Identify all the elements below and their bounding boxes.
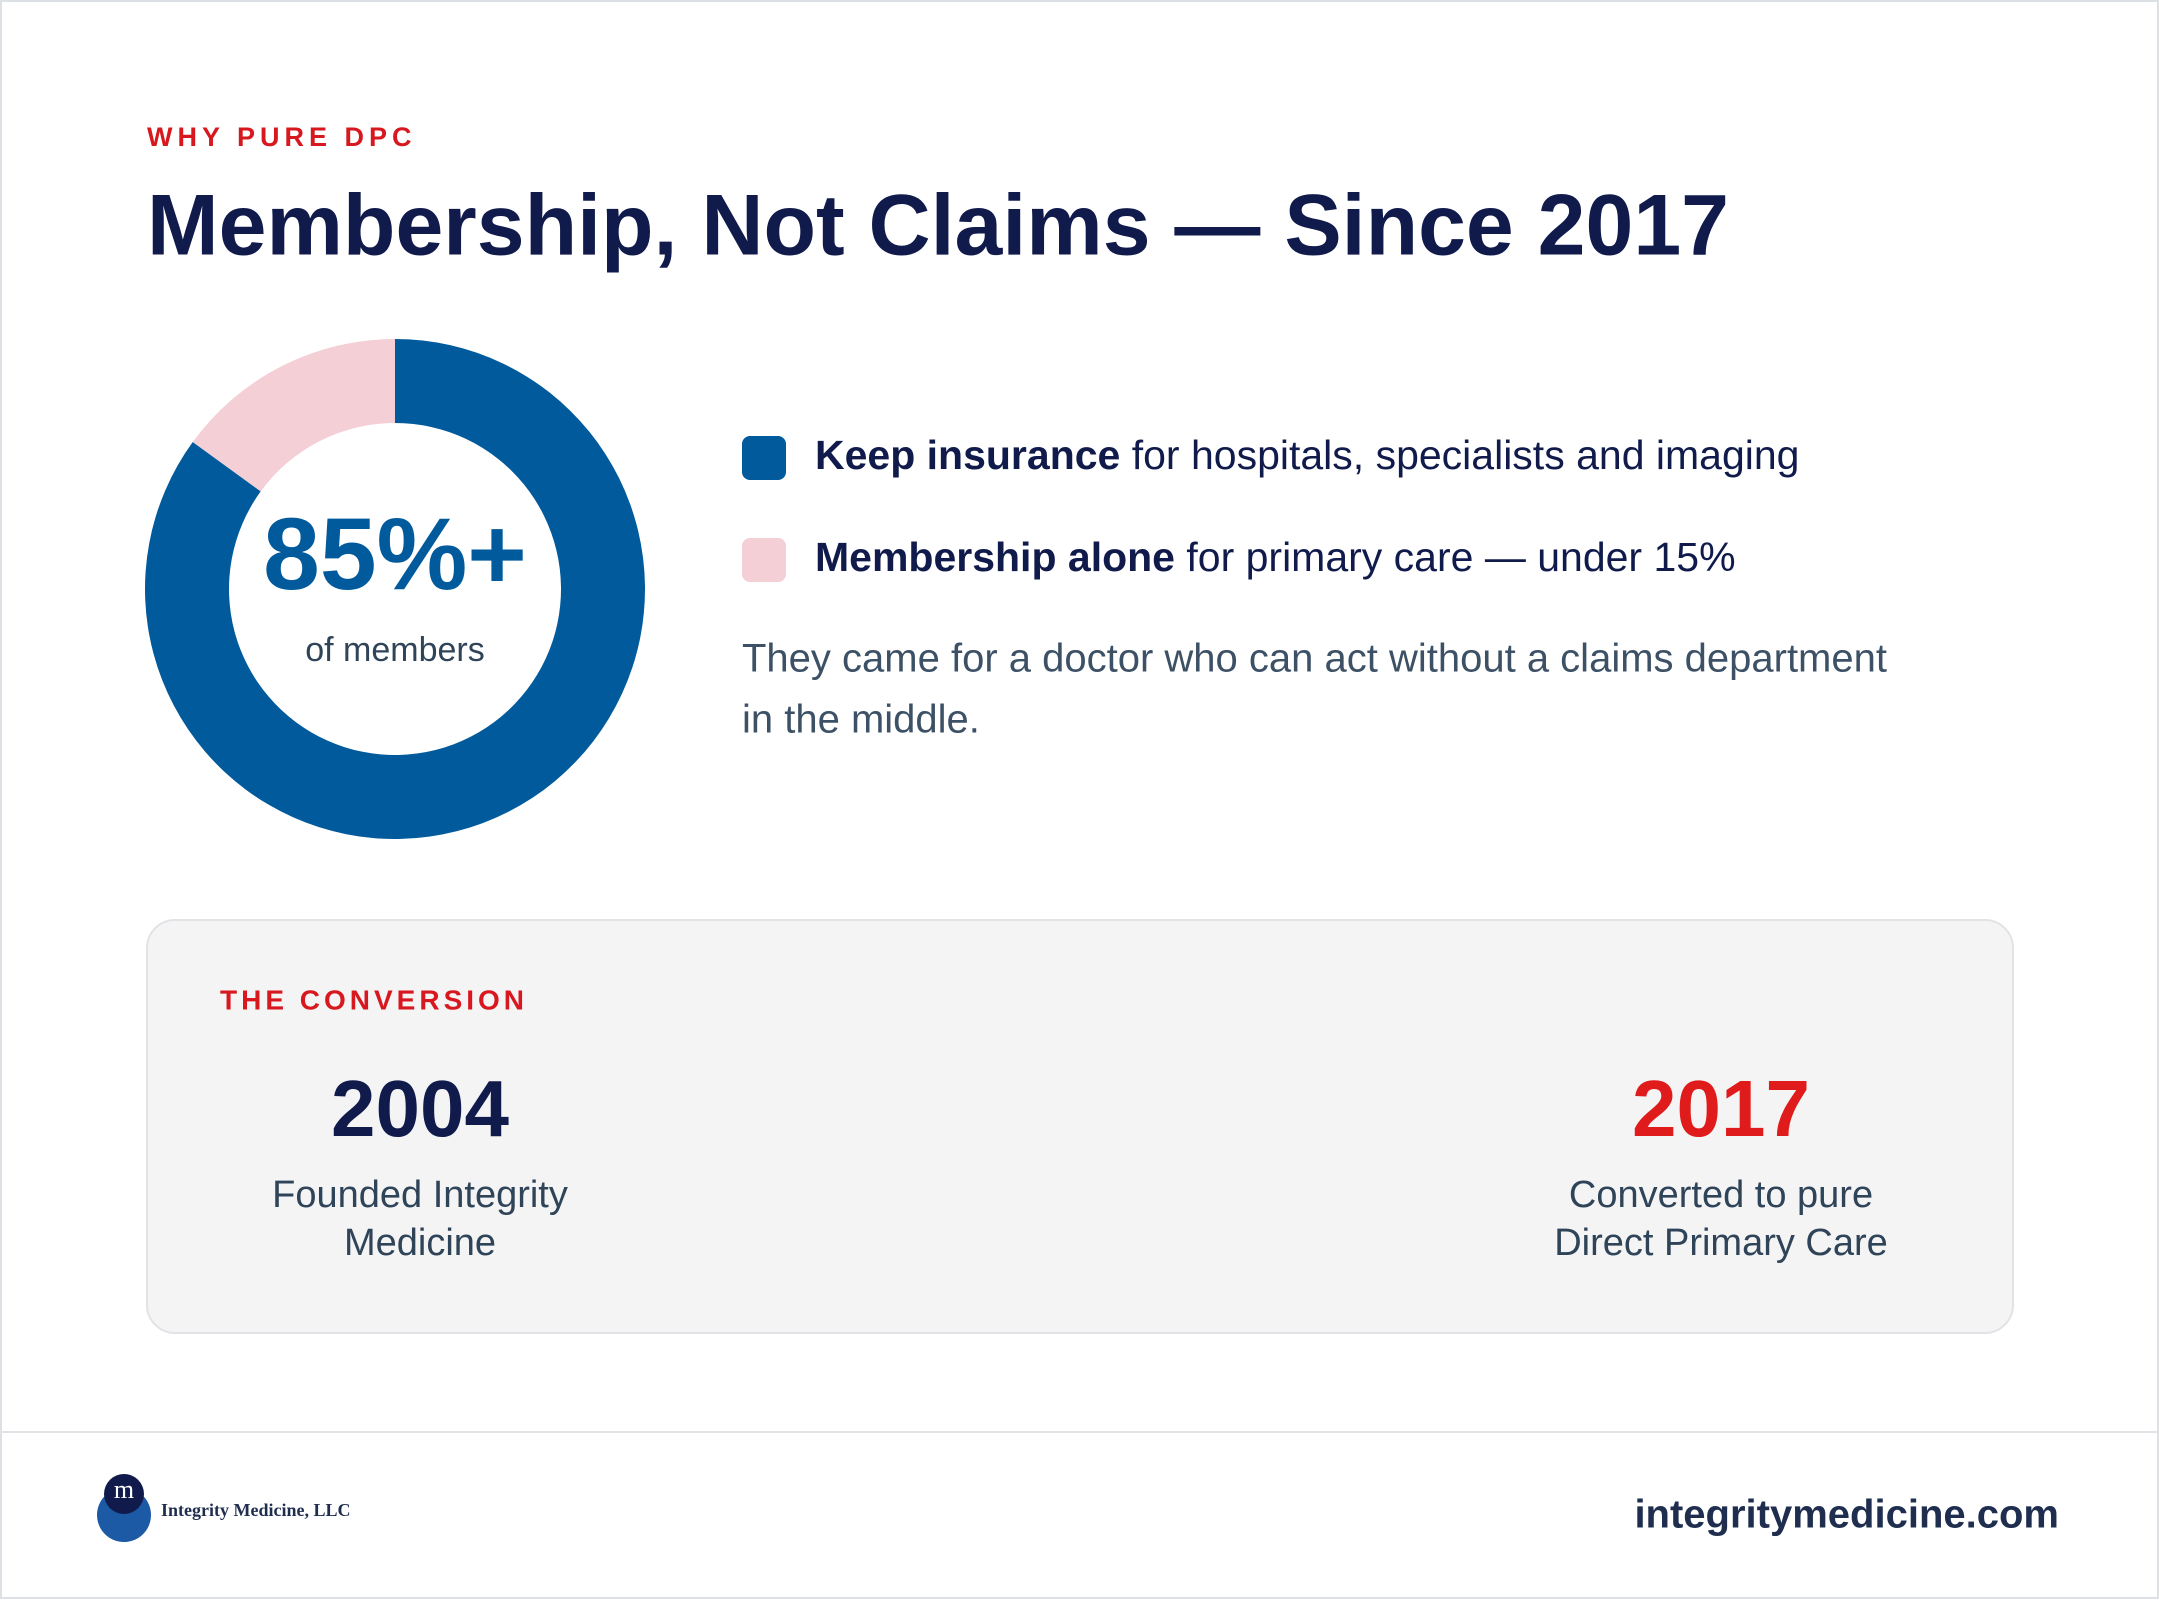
donut xyxy=(145,339,646,839)
legend-bold: Keep insurance xyxy=(815,432,1120,478)
conversion-label: THE CONVERSION xyxy=(220,984,528,1015)
legend-text: Keep insurance for hospitals, specialist… xyxy=(815,432,1799,478)
legend-bold: Membership alone xyxy=(815,534,1175,580)
end-year: 2017 xyxy=(1632,1064,1810,1153)
note: in the middle. xyxy=(742,698,980,742)
end-caption: Direct Primary Care xyxy=(1554,1222,1888,1264)
legend: Keep insurance for hospitals, specialist… xyxy=(742,432,1799,582)
end-caption: Converted to pure xyxy=(1569,1174,1873,1216)
logo-text: Integrity Medicine, LLC xyxy=(161,1500,350,1520)
legend-swatch xyxy=(742,436,786,480)
logo-mark xyxy=(104,1474,144,1514)
note: They came for a doctor who can act witho… xyxy=(742,637,1887,681)
donut-segment xyxy=(192,339,395,492)
logo-letter: m xyxy=(114,1475,134,1504)
logo: m xyxy=(97,1474,151,1542)
start-year: 2004 xyxy=(331,1064,509,1153)
legend-text: Membership alone for primary care — unde… xyxy=(815,534,1736,580)
legend-swatch xyxy=(742,538,786,582)
eyebrow: WHY PURE DPC xyxy=(147,122,417,152)
donut-value: 85%+ xyxy=(263,497,527,611)
legend-rest: for primary care — under 15% xyxy=(1175,534,1736,580)
title: Membership, Not Claims — Since 2017 xyxy=(147,178,1729,274)
start-caption: Medicine xyxy=(344,1222,496,1264)
legend-rest: for hospitals, specialists and imaging xyxy=(1120,432,1799,478)
donut-caption: of members xyxy=(305,631,485,669)
url: integritymedicine.com xyxy=(1634,1493,2059,1537)
start-caption: Founded Integrity xyxy=(272,1174,568,1216)
donut-segment xyxy=(145,339,646,839)
